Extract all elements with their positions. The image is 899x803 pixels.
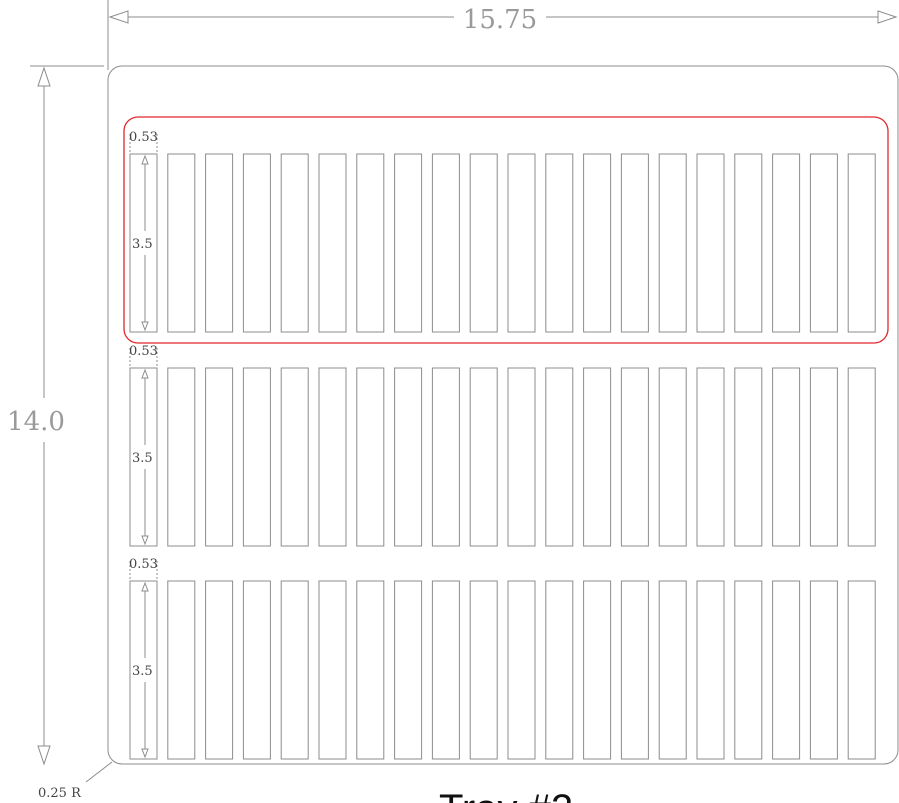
slot xyxy=(129,367,158,547)
slot xyxy=(507,153,536,333)
slot-height-arrow-top-icon xyxy=(141,581,149,592)
slot xyxy=(242,367,271,547)
slot xyxy=(431,580,460,760)
slot xyxy=(242,153,271,333)
slot xyxy=(809,367,838,547)
slot xyxy=(394,367,423,547)
slot xyxy=(356,580,385,760)
slot-width-label: 0.53 xyxy=(129,344,158,359)
slot xyxy=(469,153,498,333)
slot-height-label: 3.5 xyxy=(132,664,153,679)
slot xyxy=(205,580,234,760)
slot xyxy=(696,153,725,333)
slot xyxy=(809,580,838,760)
slot xyxy=(583,580,612,760)
slot xyxy=(167,580,196,760)
slot xyxy=(280,153,309,333)
slot xyxy=(507,367,536,547)
radius-leader-line xyxy=(85,761,113,783)
slot-height-arrow-bottom-icon xyxy=(141,748,149,759)
slot-row-1: 0.53 3.5 xyxy=(123,116,889,344)
slot xyxy=(469,580,498,760)
slot xyxy=(847,580,876,760)
slot xyxy=(356,367,385,547)
highlight-outline xyxy=(123,116,889,344)
slot xyxy=(734,153,763,333)
slot xyxy=(318,367,347,547)
slot xyxy=(167,153,196,333)
width-arrow-right-icon xyxy=(877,10,898,24)
slot xyxy=(658,580,687,760)
slot xyxy=(242,580,271,760)
slot xyxy=(620,153,649,333)
slot xyxy=(583,153,612,333)
width-arrow-left-icon xyxy=(108,10,129,24)
slot xyxy=(205,367,234,547)
height-label: 14.0 xyxy=(7,407,65,437)
slot-row-2: 0.53 3.5 xyxy=(129,344,876,547)
slot xyxy=(356,153,385,333)
slot xyxy=(167,367,196,547)
slot xyxy=(847,153,876,333)
slot xyxy=(772,153,801,333)
slot-height-label: 3.5 xyxy=(132,451,153,466)
slot-height-arrow-top-icon xyxy=(141,368,149,379)
height-dimension: 14.0 xyxy=(7,65,104,766)
slot-row-3: 0.53 3.5 xyxy=(129,557,876,760)
slot xyxy=(545,367,574,547)
slot xyxy=(847,367,876,547)
height-arrow-bottom-icon xyxy=(37,745,51,766)
slot xyxy=(583,367,612,547)
slot xyxy=(734,367,763,547)
width-label: 15.75 xyxy=(463,5,537,35)
slot xyxy=(318,580,347,760)
slot xyxy=(431,153,460,333)
slot xyxy=(507,580,536,760)
tray-caption: Tray #2 xyxy=(439,787,573,803)
slot xyxy=(772,580,801,760)
slot xyxy=(280,580,309,760)
slot xyxy=(280,367,309,547)
height-arrow-top-icon xyxy=(37,66,51,87)
slot xyxy=(772,367,801,547)
width-dimension: 15.75 xyxy=(107,0,898,70)
slot xyxy=(620,580,649,760)
slot xyxy=(394,580,423,760)
radius-label: 0.25 R xyxy=(38,786,82,801)
slot-height-arrow-top-icon xyxy=(141,154,149,165)
slot xyxy=(734,580,763,760)
slot xyxy=(658,367,687,547)
slot-width-label: 0.53 xyxy=(129,130,158,145)
slot xyxy=(658,153,687,333)
slot xyxy=(469,367,498,547)
slot-height-label: 3.5 xyxy=(132,237,153,252)
slot xyxy=(394,153,423,333)
slot xyxy=(318,153,347,333)
slot xyxy=(545,153,574,333)
slot xyxy=(431,367,460,547)
slot xyxy=(696,367,725,547)
slot-rows: 0.53 3.5 0.53 3.5 0.53 3.5 xyxy=(123,116,889,760)
slot xyxy=(620,367,649,547)
slot xyxy=(129,153,158,333)
slot-height-arrow-bottom-icon xyxy=(141,535,149,546)
corner-radius-callout: 0.25 R xyxy=(38,761,113,801)
slot xyxy=(696,580,725,760)
slot xyxy=(545,580,574,760)
slot-height-arrow-bottom-icon xyxy=(141,321,149,332)
slot xyxy=(809,153,838,333)
slot-width-label: 0.53 xyxy=(129,557,158,572)
slot xyxy=(205,153,234,333)
tray-outline xyxy=(107,65,899,765)
slot xyxy=(129,580,158,760)
